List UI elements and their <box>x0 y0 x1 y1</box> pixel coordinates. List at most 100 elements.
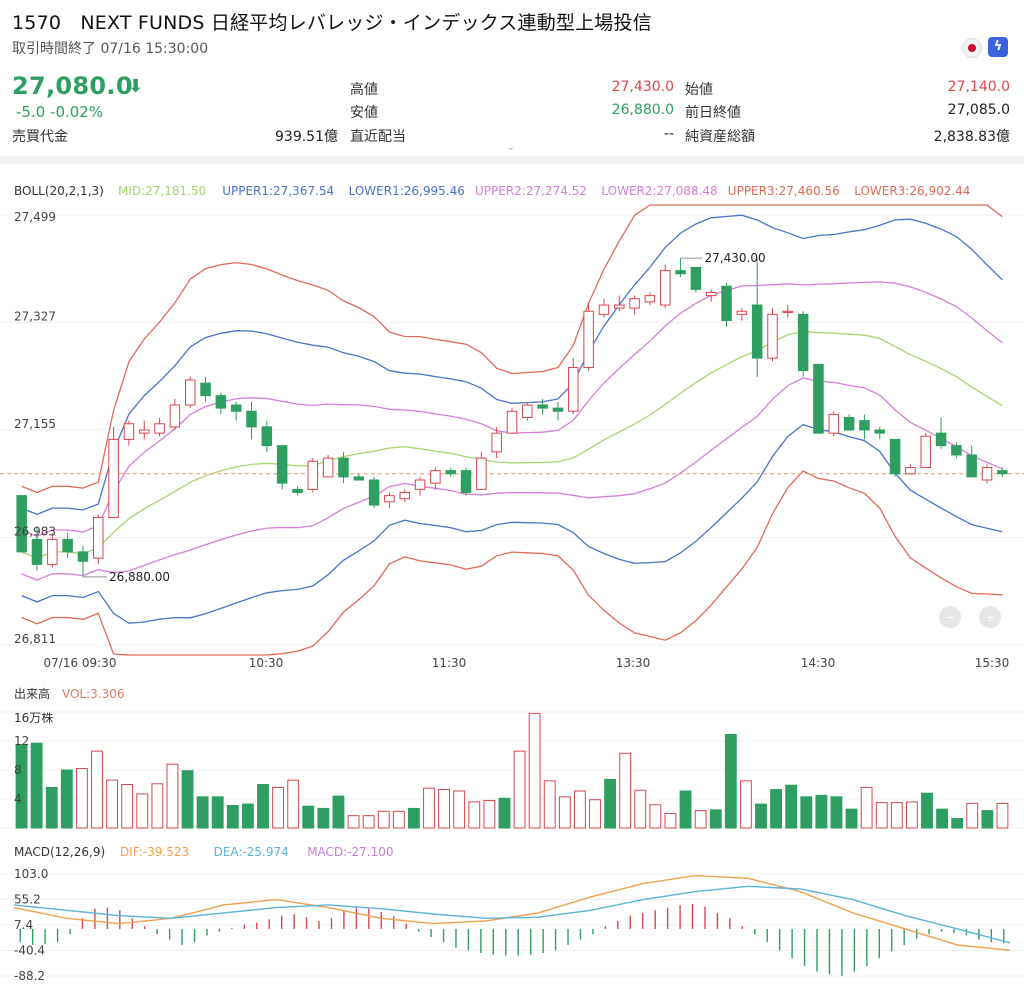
nav-label: 純資産総額 <box>685 129 755 145</box>
volume-bar <box>332 795 345 829</box>
boll-upper1-line <box>21 214 1003 516</box>
macd-grid <box>0 873 1024 977</box>
price-annotations: 27,430.00 26,880.00 <box>82 251 766 584</box>
section-divider <box>0 156 1024 164</box>
volume-bars[interactable] <box>15 712 1009 829</box>
zoom-out-button[interactable]: − <box>939 606 961 628</box>
macd-indicator-label[interactable]: MACD(12,26,9) <box>14 845 105 859</box>
boll-legend-item: LOWER3:26,902.44 <box>854 184 970 198</box>
volume-bar <box>830 796 843 829</box>
candle-body <box>215 395 227 409</box>
main-y-axis: 27,499 27,327 27,155 26,983 26,811 <box>14 210 56 646</box>
macd-legend: DIF:-39.523 DEA:-25.974 MACD:-27.100 <box>120 845 394 859</box>
volume-bar <box>211 796 224 829</box>
macd-y-axis: 103.0 55.2 7.4 -40.4 -88.2 <box>14 867 48 983</box>
svg-text:+: + <box>985 611 994 624</box>
boll-lower2-line <box>21 377 1003 581</box>
volume-bar <box>75 768 88 829</box>
candle-body <box>246 410 257 428</box>
volume-bar <box>694 810 707 829</box>
boll-indicator-label[interactable]: BOLL(20,2,1,3) <box>14 184 104 198</box>
volume-bar <box>755 803 767 829</box>
boll-legend-item: UPPER3:27,460.56 <box>728 184 840 198</box>
volume-bar <box>226 805 239 829</box>
candlesticks[interactable] <box>16 258 1008 577</box>
boll-legend-item: LOWER2:27,088.48 <box>601 184 717 198</box>
candle-body <box>537 404 548 409</box>
candle-body <box>276 445 288 484</box>
candle-body <box>782 310 794 313</box>
candle-body <box>184 379 196 406</box>
volume-bar <box>860 786 873 829</box>
dif-line <box>13 874 1011 951</box>
high-value: 27,430.0 <box>611 79 674 95</box>
lightning-badge-icon[interactable]: ϟ <box>988 37 1008 57</box>
volume-bar <box>287 779 300 829</box>
candle-body <box>353 476 365 481</box>
volume-bar <box>966 802 979 829</box>
volume-tick-label: 12 <box>14 734 29 748</box>
volume-bar <box>770 789 783 829</box>
volume-indicator-label[interactable]: 出来高 <box>14 686 50 701</box>
volume-bar <box>136 793 149 829</box>
volume-bar <box>91 750 103 829</box>
macd-tick-label: -88.2 <box>14 969 45 983</box>
volume-bar <box>981 810 994 829</box>
volume-bar <box>181 770 194 829</box>
volume-bar <box>151 783 164 829</box>
boll-lower1-line <box>21 423 1003 624</box>
candle-body <box>169 404 181 428</box>
volume-bar <box>724 733 737 829</box>
candle-body <box>77 551 89 562</box>
candle-body <box>230 404 242 412</box>
dea-line <box>13 885 1011 944</box>
candle-body <box>951 445 962 456</box>
price-change: -5.0 -0.02% <box>16 103 104 121</box>
volume-bar <box>800 796 813 829</box>
candle-body <box>874 429 886 434</box>
candle-body <box>828 413 840 434</box>
volume-bar <box>377 810 390 829</box>
volume-bar <box>543 780 556 829</box>
macd-histogram[interactable] <box>19 903 1005 976</box>
time-axis: 07/16 09:30 10:30 11:30 13:30 14:30 15:30 <box>44 656 1010 670</box>
boll-legend: MID:27,181.50 UPPER1:27,367.54 LOWER1:26,9… <box>118 184 970 198</box>
high-annotation: 27,430.00 <box>705 251 766 265</box>
prevclose-value: 27,085.0 <box>947 102 1010 118</box>
y-tick-label: 27,327 <box>14 310 56 324</box>
volume-bar <box>905 801 918 829</box>
volume-bar <box>45 786 58 829</box>
zoom-in-button[interactable]: + <box>979 606 1001 628</box>
boll-mid-line <box>21 330 1003 559</box>
candle-body <box>598 304 610 315</box>
candle-body <box>460 470 472 493</box>
svg-text:−: − <box>945 611 954 624</box>
volume-bar <box>679 790 692 829</box>
boll-lower3-line <box>21 470 1003 656</box>
candle-body <box>16 495 27 553</box>
candle-body <box>920 435 931 468</box>
volume-bar <box>166 763 179 829</box>
candle-body <box>705 292 717 297</box>
candle-body <box>123 423 135 440</box>
volume-bar <box>589 799 601 829</box>
candle-body <box>338 457 349 478</box>
expand-chevron-icon[interactable]: ⌄ <box>506 140 516 153</box>
candle-body <box>47 538 58 565</box>
candle-body <box>399 492 410 500</box>
macd-lines <box>13 874 1011 951</box>
candle-body <box>813 363 824 434</box>
candle-body <box>767 313 778 359</box>
candle-body <box>644 295 656 303</box>
candle-body <box>476 457 487 490</box>
macd-tick-label: 103.0 <box>14 867 48 881</box>
candle-body <box>384 495 395 503</box>
candle-body <box>675 270 686 275</box>
volume-bar <box>60 769 73 829</box>
prevclose-label: 前日終値 <box>685 105 741 121</box>
candle-body <box>859 420 870 431</box>
open-label: 始値 <box>685 82 713 98</box>
high-label: 高値 <box>350 82 378 98</box>
chart-area[interactable]: BOLL(20,2,1,3) MID:27,181.50 UPPER1:27,36… <box>0 164 1024 988</box>
candle-body <box>200 382 211 397</box>
